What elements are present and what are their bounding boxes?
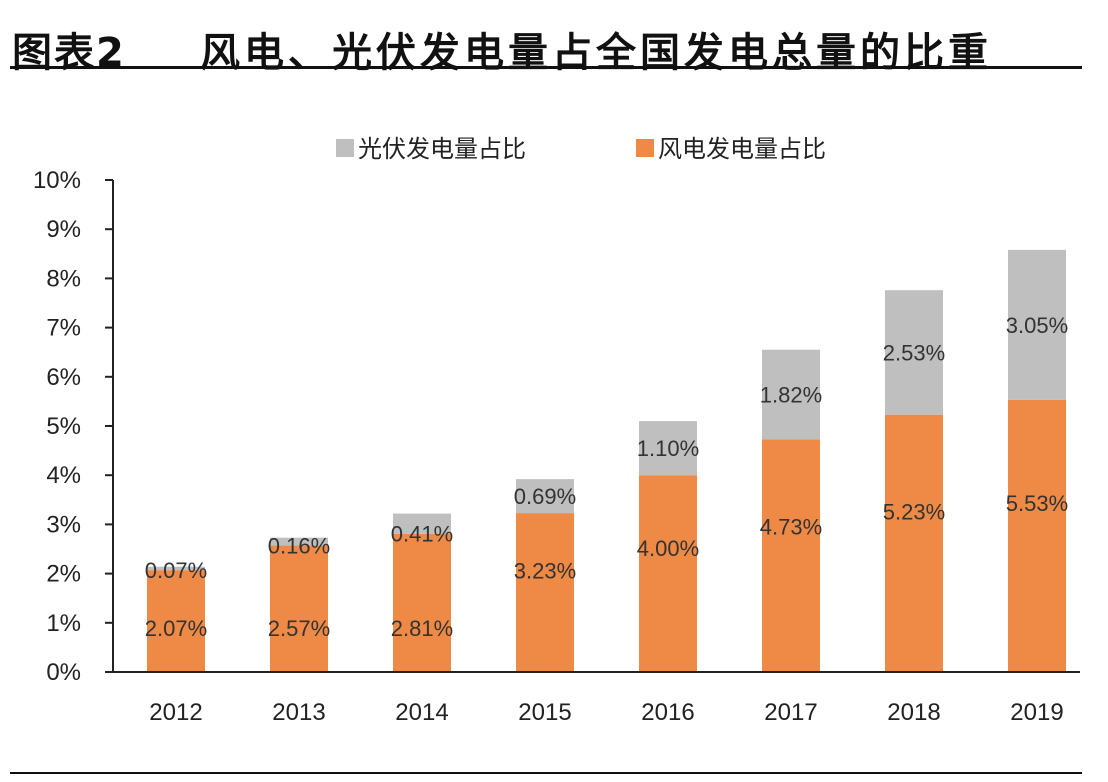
- solar-data-label: 3.05%: [1006, 313, 1068, 338]
- y-tick-label: 8%: [46, 265, 81, 292]
- bar-series: [147, 249, 1066, 672]
- solar-data-label: 0.41%: [391, 522, 453, 547]
- x-tick-label: 2017: [764, 699, 817, 726]
- y-tick-label: 1%: [46, 610, 81, 637]
- x-axis: 2012 2013 2014 2015 2016 2017 2018 2019: [113, 671, 1080, 726]
- wind-data-label: 2.07%: [145, 616, 207, 641]
- wind-data-label: 5.23%: [883, 500, 945, 525]
- solar-bar-segment: [762, 349, 820, 440]
- wind-data-label: 2.57%: [268, 616, 330, 641]
- solar-data-label: 1.82%: [760, 383, 822, 408]
- y-tick-label: 5%: [46, 413, 81, 440]
- y-tick-label: 2%: [46, 561, 81, 588]
- y-axis: 0% 1% 2% 3% 4% 5% 6% 7% 8% 9% 10%: [33, 167, 114, 686]
- wind-bar-segment: [393, 533, 451, 672]
- y-tick-label: 9%: [46, 216, 81, 243]
- wind-data-label: 2.81%: [391, 616, 453, 641]
- wind-bar-segment: [516, 513, 574, 672]
- y-tick-label: 7%: [46, 315, 81, 342]
- x-tick-label: 2013: [272, 699, 325, 726]
- y-tick-label: 3%: [46, 511, 81, 538]
- solar-bar-segment: [147, 566, 205, 571]
- bottom-rule: [10, 772, 1082, 774]
- x-tick-label: 2012: [149, 699, 202, 726]
- solar-bar-segment: [1008, 249, 1066, 400]
- x-tick-label: 2018: [887, 699, 940, 726]
- legend-label-wind: 风电发电量占比: [658, 135, 826, 163]
- x-tick-label: 2019: [1010, 699, 1063, 726]
- wind-bar-segment: [762, 439, 820, 672]
- wind-data-label: 4.00%: [637, 536, 699, 561]
- wind-data-label: 3.23%: [514, 559, 576, 584]
- solar-bar-segment: [270, 537, 328, 546]
- legend-swatch-solar: [336, 139, 354, 157]
- solar-data-label: 1.10%: [637, 436, 699, 461]
- wind-bar-segment: [885, 414, 943, 672]
- y-tick-label: 10%: [33, 167, 81, 194]
- solar-data-label: 0.16%: [268, 534, 330, 559]
- wind-data-label: 5.53%: [1006, 491, 1068, 516]
- solar-data-label: 0.07%: [145, 558, 207, 583]
- solar-bar-segment: [393, 513, 451, 534]
- wind-bar-segment: [639, 475, 697, 672]
- solar-bar-segment: [639, 421, 697, 476]
- y-tick-label: 6%: [46, 364, 81, 391]
- x-tick-label: 2015: [518, 699, 571, 726]
- wind-bar-segment: [270, 545, 328, 672]
- x-tick-label: 2016: [641, 699, 694, 726]
- top-rule: [10, 66, 1082, 69]
- wind-data-label: 4.73%: [760, 514, 822, 539]
- data-labels: 2.07% 0.07% 2.57% 0.16% 2.81% 0.41% 3.23% 0.69%…: [145, 313, 1068, 641]
- y-tick-label: 4%: [46, 462, 81, 489]
- legend-label-solar: 光伏发电量占比: [358, 135, 526, 163]
- solar-bar-segment: [885, 290, 943, 415]
- x-tick-label: 2014: [395, 699, 448, 726]
- legend-swatch-wind: [636, 139, 654, 157]
- wind-bar-segment: [147, 570, 205, 672]
- y-tick-label: 0%: [46, 659, 81, 686]
- solar-data-label: 0.69%: [514, 484, 576, 509]
- solar-data-label: 2.53%: [883, 340, 945, 365]
- chart-legend: 光伏发电量占比 风电发电量占比: [336, 135, 826, 163]
- wind-bar-segment: [1008, 399, 1066, 672]
- solar-bar-segment: [516, 479, 574, 514]
